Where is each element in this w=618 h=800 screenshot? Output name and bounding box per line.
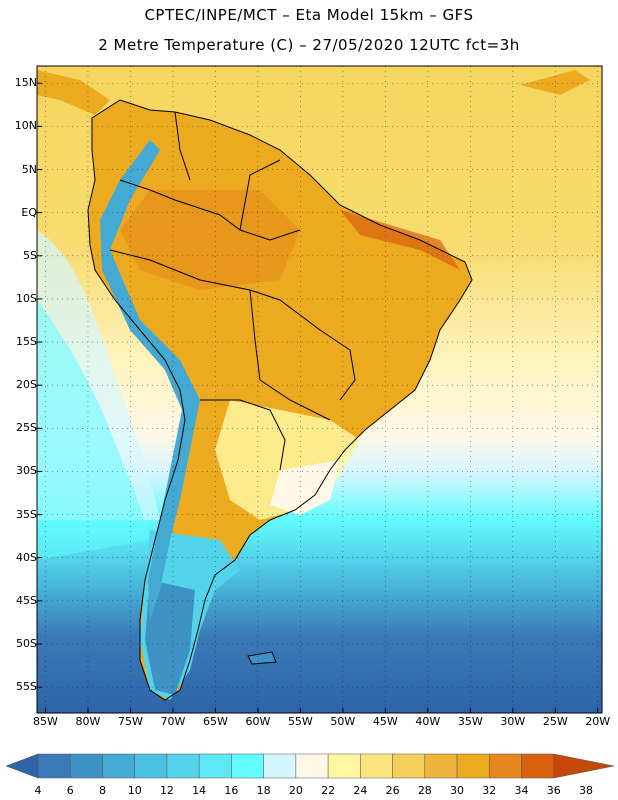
colorbar-swatch bbox=[456, 753, 490, 779]
longitude-label: 30W bbox=[500, 715, 526, 728]
colorbar-swatch bbox=[521, 753, 555, 779]
andes-ridge bbox=[100, 140, 200, 620]
colorbar-label: 24 bbox=[353, 784, 368, 797]
latitude-label: 5N bbox=[21, 162, 37, 176]
map-title-line1: CPTEC/INPE/MCT – Eta Model 15km – GFS bbox=[144, 6, 474, 24]
latitude-label: 35S bbox=[16, 507, 37, 521]
colorbar-label: 28 bbox=[417, 784, 432, 797]
latitude-label: 15S bbox=[16, 335, 37, 349]
colorbar-min-arrow bbox=[5, 753, 39, 779]
longitude-label: 45W bbox=[372, 715, 398, 728]
latitude-label: 5S bbox=[23, 248, 37, 262]
longitude-label: 65W bbox=[202, 715, 228, 728]
graticule bbox=[37, 66, 602, 713]
northeast-hot-zone bbox=[340, 210, 460, 270]
longitude-label: 75W bbox=[118, 715, 143, 728]
colorbar-swatch bbox=[424, 753, 458, 779]
longitude-label: 20W bbox=[585, 715, 611, 728]
colorbar-swatch bbox=[231, 753, 264, 779]
colorbar-swatch bbox=[295, 753, 329, 779]
longitude-label: 25W bbox=[542, 715, 568, 728]
colorbar-label: 30 bbox=[450, 784, 465, 797]
latitude-label: 15N bbox=[14, 76, 37, 90]
longitude-label: 50W bbox=[330, 715, 356, 728]
latitude-label: 25S bbox=[16, 421, 37, 435]
falkland-islands bbox=[247, 651, 277, 665]
colorbar-swatch bbox=[360, 753, 393, 779]
colorbar-swatch bbox=[392, 753, 426, 779]
longitude-label: 55W bbox=[287, 715, 313, 728]
latitude-label: 40S bbox=[16, 550, 37, 564]
longitude-label: 35W bbox=[457, 715, 483, 728]
central-america bbox=[37, 70, 110, 115]
amazon-hot-zone bbox=[120, 190, 300, 290]
latitude-label: EQ bbox=[21, 205, 37, 219]
colorbar-label: 32 bbox=[482, 784, 497, 797]
colorbar-label: 18 bbox=[256, 784, 271, 797]
colorbar-swatch bbox=[166, 753, 200, 779]
map-title-line2: 2 Metre Temperature (C) – 27/05/2020 12U… bbox=[98, 36, 520, 54]
colorbar-swatch bbox=[327, 753, 361, 779]
caribbean-islands bbox=[520, 70, 590, 95]
longitude-label: 40W bbox=[415, 715, 441, 728]
latitude-label: 50S bbox=[16, 636, 37, 650]
country-borders bbox=[87, 99, 473, 701]
latitude-label: 10S bbox=[16, 291, 37, 305]
colorbar-label: 26 bbox=[385, 784, 400, 797]
axis-ticks bbox=[37, 82, 599, 713]
colorbar-label: 4 bbox=[34, 784, 42, 797]
pacific-cold-zone bbox=[37, 300, 150, 560]
colorbar-label: 36 bbox=[546, 784, 561, 797]
colorbar-label: 14 bbox=[192, 784, 207, 797]
colorbar-label: 8 bbox=[98, 784, 106, 797]
patagonia-cold-zone bbox=[145, 580, 195, 695]
latitude-label: 45S bbox=[16, 593, 37, 607]
uruguay-cool-zone bbox=[270, 460, 340, 515]
longitude-label: 85W bbox=[33, 715, 58, 728]
colorbar-label: 38 bbox=[579, 784, 593, 797]
colorbar-label: 22 bbox=[321, 784, 336, 797]
latitude-label: 10N bbox=[14, 119, 37, 133]
latitude-label: 55S bbox=[16, 680, 37, 694]
colorbar-swatch bbox=[263, 753, 297, 779]
colorbar-label: 34 bbox=[514, 784, 529, 797]
latitude-label: 20S bbox=[16, 378, 37, 392]
colorbar-swatch bbox=[37, 753, 71, 779]
colorbar-swatch bbox=[134, 753, 168, 779]
colorbar-max-arrow bbox=[553, 753, 615, 779]
colorbar-swatch bbox=[489, 753, 522, 779]
colorbar-label: 6 bbox=[66, 784, 74, 797]
colorbar-swatch bbox=[198, 753, 232, 779]
colorbar-label: 20 bbox=[288, 784, 303, 797]
longitude-label: 70W bbox=[160, 715, 186, 728]
longitude-label: 80W bbox=[75, 715, 101, 728]
latitude-label: 30S bbox=[16, 464, 37, 478]
colorbar-swatch bbox=[69, 753, 103, 779]
colorbar-label: 10 bbox=[127, 784, 142, 797]
colorbar-swatch bbox=[102, 753, 135, 779]
longitude-label: 60W bbox=[245, 715, 271, 728]
map-frame bbox=[36, 65, 603, 714]
colorbar-label: 16 bbox=[224, 784, 239, 797]
colorbar-label: 12 bbox=[159, 784, 174, 797]
